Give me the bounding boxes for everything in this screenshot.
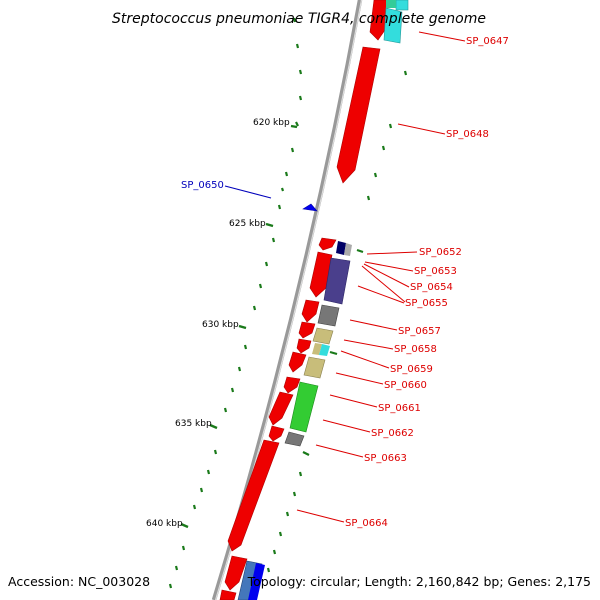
cog-blocks [237, 0, 409, 600]
gene-sp-0650 [302, 203, 318, 212]
gene-label-sp-0663[interactable]: SP_0663 [364, 453, 407, 464]
gene-label-sp-0653[interactable]: SP_0653 [414, 266, 457, 277]
gene-label-sp-0654[interactable]: SP_0654 [410, 282, 453, 293]
gene-label-sp-0650[interactable]: SP_0650 [181, 180, 224, 191]
leader-lines [224, 31, 466, 523]
gene-labels: SP_0647 SP_0648 SP_0650 SP_0652 SP_0653 … [181, 36, 509, 529]
gene-label-sp-0657[interactable]: SP_0657 [398, 326, 441, 337]
genome-stats: Topology: circular; Length: 2,160,842 bp… [247, 574, 591, 589]
scale-label: 640 kbp [146, 519, 183, 529]
gene-label-sp-0662[interactable]: SP_0662 [371, 428, 414, 439]
gene-label-sp-0660[interactable]: SP_0660 [384, 380, 427, 391]
scale-labels: 620 kbp 625 kbp 630 kbp 635 kbp 640 kbp [146, 118, 290, 529]
gene-label-sp-0664[interactable]: SP_0664 [345, 518, 388, 529]
scale-label: 625 kbp [229, 219, 266, 229]
outer-track [266, 70, 408, 573]
scale-label: 620 kbp [253, 118, 290, 128]
gene-label-sp-0659[interactable]: SP_0659 [390, 364, 433, 375]
gene-label-sp-0661[interactable]: SP_0661 [378, 403, 421, 414]
forward-genes [219, 0, 390, 600]
gene-sp-0648 [336, 46, 381, 184]
gene-sp-0652 [318, 237, 337, 251]
map-title: Streptococcus pneumoniae TIGR4, complete… [112, 11, 486, 27]
scale-label: 635 kbp [175, 419, 212, 429]
gene-sp-0664 [227, 439, 280, 552]
accession-text: Accession: NC_003028 [8, 574, 150, 589]
gene-sp-0647 [369, 0, 390, 41]
gene-label-sp-0655[interactable]: SP_0655 [405, 298, 448, 309]
gc-track [168, 17, 303, 589]
scale-label: 630 kbp [202, 320, 239, 330]
gene-label-sp-0652[interactable]: SP_0652 [419, 247, 462, 258]
gene-label-sp-0647[interactable]: SP_0647 [466, 36, 509, 47]
gene-label-sp-0658[interactable]: SP_0658 [394, 344, 437, 355]
gene-label-sp-0648[interactable]: SP_0648 [446, 129, 489, 140]
major-ticks [180, 124, 298, 529]
